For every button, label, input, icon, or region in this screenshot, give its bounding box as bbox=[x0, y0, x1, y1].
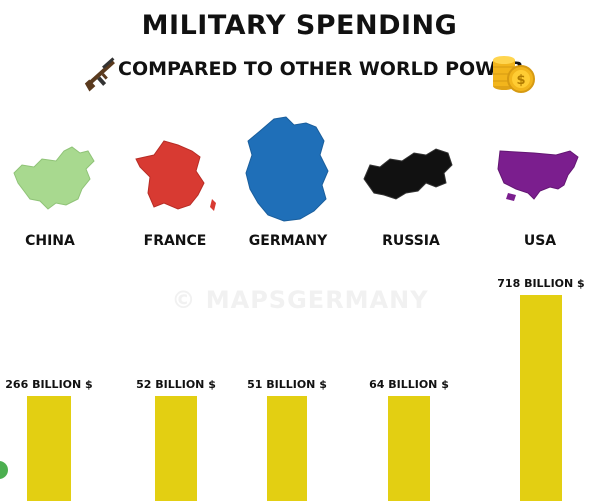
rifle-icon bbox=[84, 57, 115, 92]
bar-usa bbox=[520, 295, 562, 501]
svg-text:$: $ bbox=[516, 73, 525, 88]
country-label-russia: RUSSIA bbox=[382, 233, 440, 249]
germany-map bbox=[245, 116, 329, 222]
chart-subtitle: COMPARED TO OTHER WORLD POWER bbox=[118, 58, 524, 80]
bar-china bbox=[27, 396, 71, 501]
bar-value-label-russia: 64 BILLION $ bbox=[369, 378, 449, 391]
coin-stack-icon: $ bbox=[493, 56, 535, 93]
country-label-france: FRANCE bbox=[143, 233, 207, 249]
country-label-usa: USA bbox=[523, 233, 557, 249]
chart-title: MILITARY SPENDING bbox=[141, 10, 458, 41]
country-label-germany: GERMANY bbox=[248, 233, 328, 249]
bar-value-label-usa: 718 BILLION $ bbox=[497, 277, 584, 290]
country-maps bbox=[0, 115, 599, 235]
usa-map bbox=[497, 150, 579, 201]
france-map bbox=[135, 140, 216, 211]
bar-value-label-france: 52 BILLION $ bbox=[136, 378, 216, 391]
bar-france bbox=[155, 396, 197, 501]
bar-russia bbox=[388, 396, 430, 501]
russia-map bbox=[363, 148, 453, 200]
bar-value-label-germany: 51 BILLION $ bbox=[247, 378, 327, 391]
china-map bbox=[13, 146, 95, 210]
subtitle-row: COMPARED TO OTHER WORLD POWER $ bbox=[0, 52, 599, 93]
bar-germany bbox=[267, 396, 307, 501]
green-dot bbox=[0, 461, 8, 479]
watermark: © MAPSGERMANY bbox=[171, 286, 429, 314]
country-label-china: CHINA bbox=[25, 233, 75, 249]
bar-value-label-china: 266 BILLION $ bbox=[5, 378, 92, 391]
